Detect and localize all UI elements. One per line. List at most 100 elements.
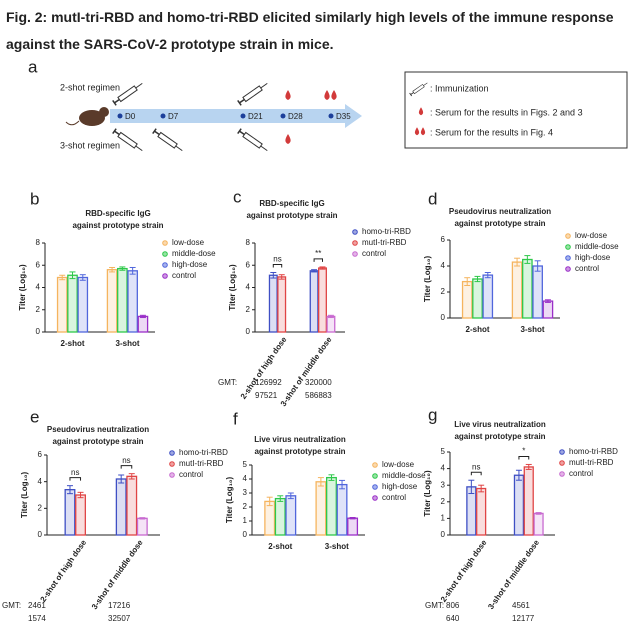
y-tick-label: 3 bbox=[243, 488, 248, 497]
gmt-value: 586883 bbox=[305, 391, 332, 400]
legend-marker bbox=[559, 460, 565, 466]
x-tick-label: 2-shot of high dose bbox=[39, 538, 89, 604]
legend-label: homo-tri-RBD bbox=[569, 447, 618, 456]
gmt-value: 640 bbox=[446, 614, 460, 623]
regimen-label: 2-shot regimen bbox=[60, 82, 120, 92]
panel-letter: a bbox=[28, 57, 38, 76]
significance-bracket bbox=[120, 465, 133, 469]
legend-label: control bbox=[362, 249, 386, 258]
legend-marker bbox=[162, 273, 168, 279]
mouse bbox=[65, 107, 109, 126]
y-axis-label: Titer (Log₁₀) bbox=[18, 264, 27, 311]
day-label: D28 bbox=[288, 112, 303, 121]
y-tick-label: 6 bbox=[38, 450, 43, 459]
x-tick-label: 2-shot bbox=[61, 339, 85, 348]
y-axis-label: Titer (Log₁₀) bbox=[423, 256, 432, 303]
bar bbox=[315, 481, 327, 536]
bar bbox=[466, 486, 477, 536]
y-tick-label: 2 bbox=[246, 305, 251, 314]
panel-letter: d bbox=[428, 189, 437, 208]
panel-letter: b bbox=[30, 189, 39, 208]
timeline-arrow bbox=[110, 104, 362, 128]
day-dots bbox=[117, 113, 334, 119]
y-tick-label: 3 bbox=[441, 480, 446, 489]
legend-label: control bbox=[575, 264, 599, 273]
legend-text: : Serum for the results in Figs. 2 and 3 bbox=[430, 107, 583, 117]
bar bbox=[533, 512, 544, 536]
bar bbox=[277, 276, 287, 333]
legend-label: low-dose bbox=[172, 238, 205, 247]
y-tick-label: 0 bbox=[246, 327, 251, 336]
gmt-label: GMT: bbox=[2, 601, 21, 610]
y-tick-label: 4 bbox=[243, 474, 248, 483]
gmt-label: GMT: bbox=[425, 601, 444, 610]
legend-marker bbox=[372, 462, 378, 468]
legend-icon bbox=[418, 107, 424, 116]
bar bbox=[513, 474, 525, 536]
legend-label: mutI-tri-RBD bbox=[179, 459, 224, 468]
chart-title: against prototype strain bbox=[454, 219, 545, 228]
legend-label: homo-tri-RBD bbox=[179, 448, 228, 457]
significance-bracket bbox=[518, 455, 530, 460]
legend-marker bbox=[162, 262, 168, 268]
y-axis-label: Titer (Log₁₀) bbox=[20, 472, 29, 519]
bar bbox=[523, 466, 534, 536]
legend-label: middle-dose bbox=[382, 471, 426, 480]
y-tick-label: 4 bbox=[38, 477, 43, 486]
bar bbox=[106, 269, 118, 333]
legend-marker bbox=[352, 229, 358, 235]
y-axis-label: Titer (Log₁₀) bbox=[423, 470, 432, 517]
legend-label: middle-dose bbox=[575, 242, 619, 251]
legend-label: low-dose bbox=[382, 460, 415, 469]
legend-box bbox=[404, 71, 628, 149]
x-tick-label: 2-shot bbox=[268, 542, 292, 551]
bar bbox=[336, 483, 348, 536]
y-tick-label: 2 bbox=[36, 305, 41, 314]
bar bbox=[126, 475, 138, 536]
y-tick-label: 8 bbox=[246, 238, 251, 247]
bar bbox=[326, 315, 336, 333]
y-tick-label: 0 bbox=[243, 530, 248, 539]
gmt-value: 806 bbox=[446, 601, 460, 610]
y-tick-label: 2 bbox=[243, 502, 248, 511]
legend-text: : Immunization bbox=[430, 83, 489, 93]
x-tick-label: 3-shot bbox=[325, 542, 349, 551]
legend-marker bbox=[565, 255, 571, 261]
gmt-value: 320000 bbox=[305, 378, 332, 387]
bar bbox=[461, 280, 473, 319]
y-tick-label: 2 bbox=[441, 497, 446, 506]
bar bbox=[482, 274, 494, 319]
significance-label: ns bbox=[472, 462, 480, 471]
gmt-value: 17216 bbox=[108, 601, 131, 610]
bar bbox=[75, 494, 86, 536]
x-tick-label: 2-shot bbox=[466, 325, 490, 334]
bar bbox=[268, 274, 278, 333]
legend-label: homo-tri-RBD bbox=[362, 227, 411, 236]
x-tick-label: 3-shot of middle dose bbox=[90, 538, 145, 611]
y-tick-label: 1 bbox=[441, 514, 446, 523]
chart-title: against prototype strain bbox=[254, 447, 345, 456]
legend-label: low-dose bbox=[575, 231, 608, 240]
bar bbox=[472, 278, 483, 319]
legend-marker bbox=[372, 473, 378, 479]
bar bbox=[77, 276, 89, 333]
gmt-value: 32507 bbox=[108, 614, 131, 623]
chart-title: Live virus neutralization bbox=[254, 435, 346, 444]
legend-label: high-dose bbox=[382, 482, 418, 491]
legend-label: control bbox=[179, 470, 203, 479]
legend-marker bbox=[565, 233, 571, 239]
legend-text: : Serum for the results in Fig. 4 bbox=[430, 127, 553, 137]
day-label: D21 bbox=[248, 112, 263, 121]
legend-label: control bbox=[569, 469, 593, 478]
y-tick-label: 4 bbox=[441, 261, 446, 270]
legend-marker bbox=[162, 240, 168, 246]
legend-label: control bbox=[382, 493, 406, 502]
y-tick-label: 8 bbox=[36, 238, 41, 247]
legend-marker bbox=[372, 495, 378, 501]
bar bbox=[476, 487, 487, 536]
legend-marker bbox=[559, 449, 565, 455]
bar bbox=[67, 274, 78, 333]
legend-marker bbox=[372, 484, 378, 490]
bar bbox=[511, 261, 523, 319]
